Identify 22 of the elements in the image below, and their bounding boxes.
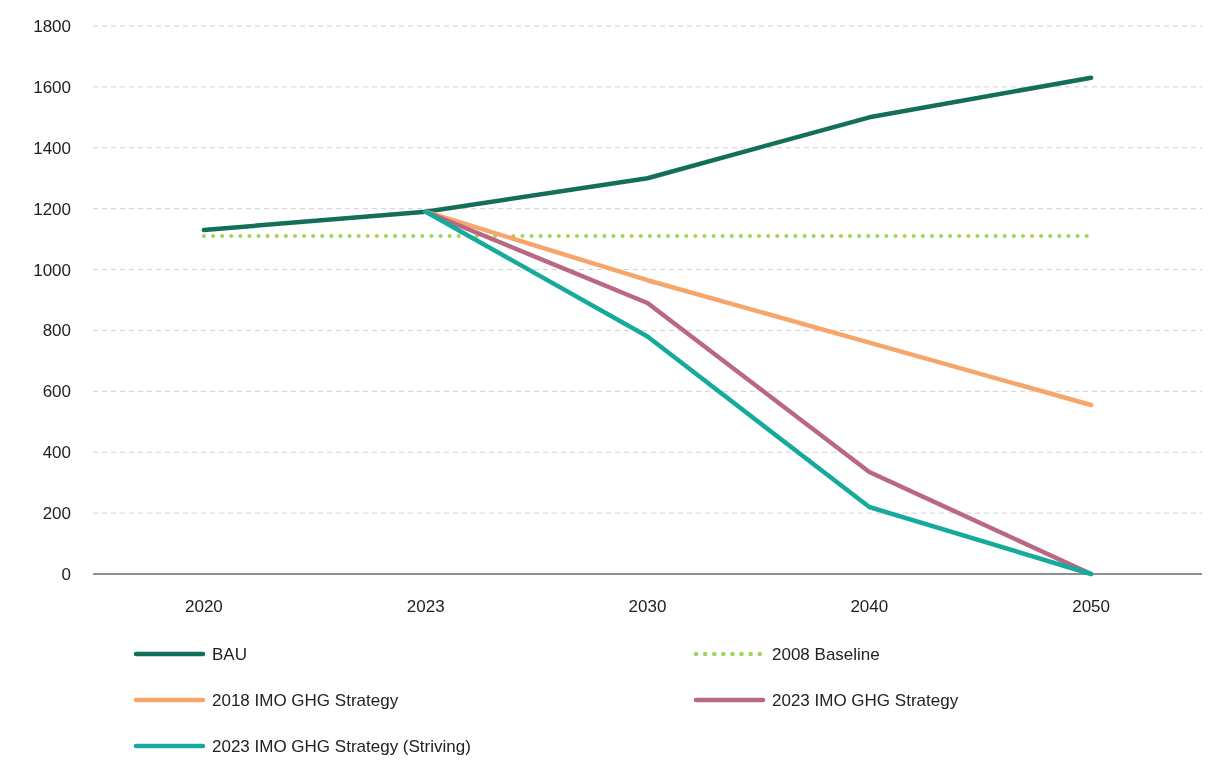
x-tick-label: 2020 bbox=[184, 597, 223, 616]
x-tick-label: 2023 bbox=[406, 597, 445, 616]
line-series bbox=[201, 75, 1094, 233]
line-series bbox=[423, 209, 1094, 577]
y-tick-label: 1200 bbox=[33, 199, 71, 219]
legend-label: 2018 IMO GHG Strategy bbox=[212, 690, 399, 710]
x-tick-label: 2050 bbox=[1072, 597, 1111, 616]
y-tick-label: 1000 bbox=[33, 260, 71, 280]
y-tick-label: 400 bbox=[42, 443, 71, 463]
y-tick-label: 1400 bbox=[33, 138, 71, 158]
legend-label: 2008 Baseline bbox=[772, 644, 880, 664]
x-tick-label: 2030 bbox=[628, 597, 667, 616]
legend-label: 2023 IMO GHG Strategy (Striving) bbox=[212, 736, 471, 756]
legend-label: 2023 IMO GHG Strategy bbox=[772, 690, 959, 710]
y-tick-label: 600 bbox=[42, 382, 71, 402]
y-tick-label: 1600 bbox=[33, 77, 71, 97]
y-tick-label: 1800 bbox=[33, 16, 71, 36]
y-tick-label: 200 bbox=[42, 504, 71, 524]
y-tick-label: 0 bbox=[61, 564, 71, 584]
y-tick-label: 800 bbox=[42, 321, 71, 341]
legend-label: BAU bbox=[212, 644, 247, 664]
x-tick-label: 2040 bbox=[850, 597, 889, 616]
